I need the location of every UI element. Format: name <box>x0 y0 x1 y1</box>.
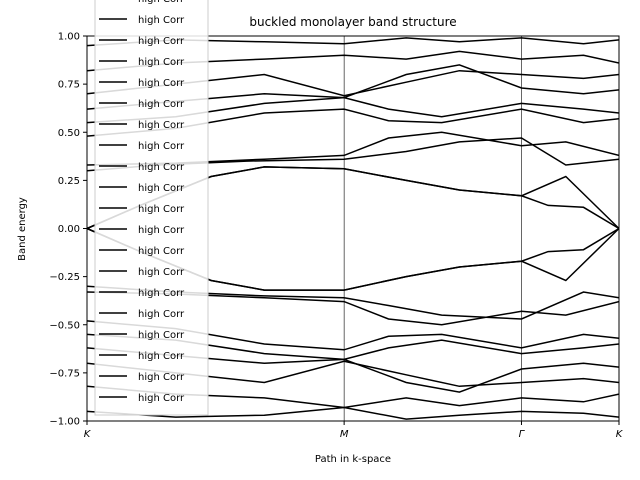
legend-label-3: high Corr <box>138 57 185 68</box>
legend-label-19: high Corr <box>138 393 185 404</box>
y-axis-title: Band energy <box>17 197 28 261</box>
x-tick-label-3: K <box>616 429 624 440</box>
legend-label-14: high Corr <box>138 288 185 299</box>
y-tick-label-1: −0.75 <box>49 368 80 379</box>
chart-title: buckled monolayer band structure <box>249 15 456 29</box>
legend-label-4: high Corr <box>138 78 185 89</box>
legend: high Corr high Corr high Corr high Corr high… <box>94 0 209 416</box>
legend-label-1: high Corr <box>138 15 185 26</box>
legend-label-18: high Corr <box>138 372 185 383</box>
x-tick-label-2: Γ <box>519 429 526 440</box>
legend-label-5: high Corr <box>138 99 185 110</box>
legend-label-13: high Corr <box>138 267 185 278</box>
legend-label-10: high Corr <box>138 204 185 215</box>
legend-label-0: high Corr <box>138 0 185 5</box>
y-tick-label-7: 0.75 <box>58 80 80 91</box>
legend-label-12: high Corr <box>138 246 185 257</box>
x-tick-label-0: K <box>84 429 92 440</box>
legend-label-11: high Corr <box>138 225 185 236</box>
legend-label-2: high Corr <box>138 36 185 47</box>
legend-label-16: high Corr <box>138 330 185 341</box>
y-tick-label-0: −1.00 <box>49 417 80 428</box>
x-tick-label-1: M <box>340 429 349 440</box>
y-tick-label-4: 0.00 <box>58 224 80 235</box>
y-tick-label-6: 0.50 <box>58 128 80 139</box>
legend-label-6: high Corr <box>138 120 185 131</box>
y-tick-label-2: −0.50 <box>49 320 80 331</box>
y-axis-ticks: −1.00 −0.75 −0.50 −0.25 0.00 0.25 0.50 0.75 1.00 <box>49 32 87 428</box>
x-axis-title: Path in k-space <box>315 454 391 465</box>
legend-label-8: high Corr <box>138 162 185 173</box>
y-tick-label-8: 1.00 <box>58 32 80 43</box>
legend-label-15: high Corr <box>138 309 185 320</box>
y-tick-label-3: −0.25 <box>49 272 80 283</box>
y-tick-label-5: 0.25 <box>58 176 80 187</box>
band-line-19 <box>87 406 619 420</box>
legend-label-17: high Corr <box>138 351 185 362</box>
legend-label-9: high Corr <box>138 183 185 194</box>
symmetry-point-lines <box>343 36 522 421</box>
legend-label-7: high Corr <box>138 141 185 152</box>
